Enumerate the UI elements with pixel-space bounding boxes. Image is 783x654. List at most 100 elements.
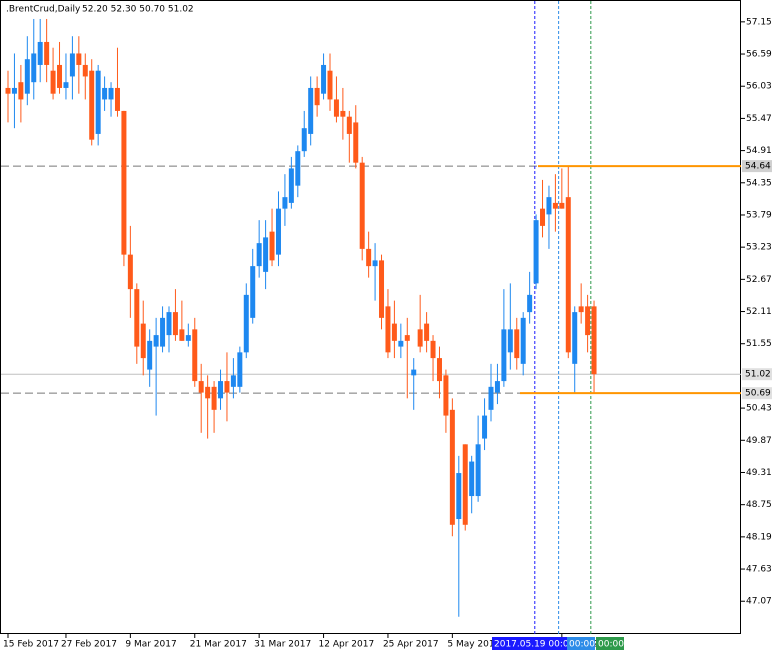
- y-tick-label: 53.23: [746, 243, 772, 253]
- price-tag-label: 51.02: [745, 370, 771, 380]
- ohlc-text: 52.20 52.30 50.70 51.02: [82, 5, 194, 15]
- candle-body: [462, 444, 468, 525]
- candle-body: [366, 248, 372, 267]
- candle-body: [256, 243, 262, 267]
- x-tick-label: 15 Feb 2017: [3, 640, 59, 650]
- candle-body: [237, 352, 243, 387]
- candle-body: [263, 237, 269, 272]
- y-tick-label: 56.03: [746, 82, 772, 92]
- candle-body: [192, 329, 198, 382]
- candle-body: [359, 162, 365, 249]
- candle-body: [533, 220, 539, 284]
- candle-body: [198, 381, 204, 393]
- price-tag: [742, 160, 772, 173]
- candle-body: [520, 317, 526, 364]
- candle-body: [411, 369, 417, 376]
- candle-body: [385, 306, 391, 353]
- x-tick-label: 27 Feb 2017: [61, 640, 117, 650]
- candle-body: [127, 254, 133, 290]
- candle-body: [295, 151, 301, 186]
- candle-body: [540, 208, 546, 226]
- candle-body: [282, 197, 288, 209]
- candle-body: [24, 59, 30, 94]
- y-tick-label: 56.59: [746, 50, 772, 60]
- candle-body: [527, 294, 533, 313]
- candle-body: [372, 260, 378, 267]
- y-tick-label: 57.15: [746, 17, 772, 27]
- candle-body: [102, 87, 108, 100]
- candle-body: [89, 70, 95, 140]
- candle-body: [179, 329, 185, 341]
- candle-body: [578, 306, 584, 313]
- candle-body: [572, 312, 578, 364]
- candle-body: [353, 122, 359, 163]
- y-tick-label: 55.47: [746, 114, 772, 124]
- candle-body: [585, 306, 591, 336]
- candle-body: [314, 87, 320, 106]
- candle-body: [108, 87, 114, 100]
- vline-tag-label: 2017.05.19 00:00: [494, 640, 575, 650]
- candle-body: [95, 70, 101, 134]
- candle-body: [482, 415, 488, 439]
- candle-body: [552, 202, 558, 209]
- candle-body: [269, 231, 275, 261]
- price-tag-label: 50.69: [745, 389, 771, 399]
- candle-body: [82, 64, 88, 77]
- candle-body: [5, 87, 11, 94]
- candle-body: [501, 329, 507, 382]
- candle-body: [243, 294, 249, 353]
- candle-body: [134, 289, 140, 347]
- x-tick-label: 9 Mar 2017: [125, 640, 176, 650]
- candle-body: [218, 381, 224, 399]
- candle-body: [559, 202, 565, 209]
- candle-body: [250, 266, 256, 318]
- candle-body: [469, 461, 475, 497]
- candle-body: [18, 82, 24, 100]
- candle-body: [147, 340, 153, 370]
- y-tick-label: 50.43: [746, 404, 772, 414]
- price-tag: [742, 368, 772, 381]
- candle-body: [275, 208, 281, 255]
- candle-body: [121, 110, 127, 255]
- candle-body: [404, 335, 410, 341]
- vline-tag: [567, 637, 595, 650]
- candle-body: [301, 128, 307, 152]
- candle-body: [398, 340, 404, 347]
- candle-body: [211, 386, 217, 410]
- chart-title: .BrentCrud,Daily: [6, 5, 81, 15]
- candle-body: [488, 386, 494, 410]
- candle-body: [391, 323, 397, 341]
- candle-body: [591, 306, 597, 375]
- candle-body: [494, 381, 500, 393]
- y-tick-label: 52.11: [746, 307, 772, 317]
- candle-body: [340, 110, 346, 117]
- y-tick-label: 49.87: [746, 436, 772, 446]
- candle-body: [185, 335, 191, 341]
- y-tick-label: 53.79: [746, 210, 772, 220]
- candle-body: [546, 197, 552, 215]
- candle-body: [430, 340, 436, 359]
- price-tag: [742, 387, 772, 400]
- y-tick-label: 47.63: [746, 565, 772, 575]
- candle-body: [224, 381, 230, 393]
- candle-body: [436, 358, 442, 382]
- candle-body: [424, 323, 430, 341]
- candle-body: [507, 329, 513, 353]
- candle-body: [514, 329, 520, 359]
- x-tick-label: 12 Apr 2017: [319, 640, 375, 650]
- candle-body: [37, 41, 43, 65]
- vline-tag: [492, 637, 568, 650]
- candle-body: [308, 87, 314, 134]
- x-tick-label: 25 Apr 2017: [383, 640, 439, 650]
- y-tick-label: 49.31: [746, 468, 772, 478]
- candle-body: [327, 70, 333, 100]
- candle-body: [114, 87, 120, 111]
- candle-body: [153, 335, 159, 347]
- candle-body: [44, 41, 50, 65]
- y-tick-label: 48.19: [746, 532, 772, 542]
- x-tick-label: 21 Mar 2017: [190, 640, 247, 650]
- candle-body: [31, 53, 37, 83]
- candle-body: [321, 64, 327, 94]
